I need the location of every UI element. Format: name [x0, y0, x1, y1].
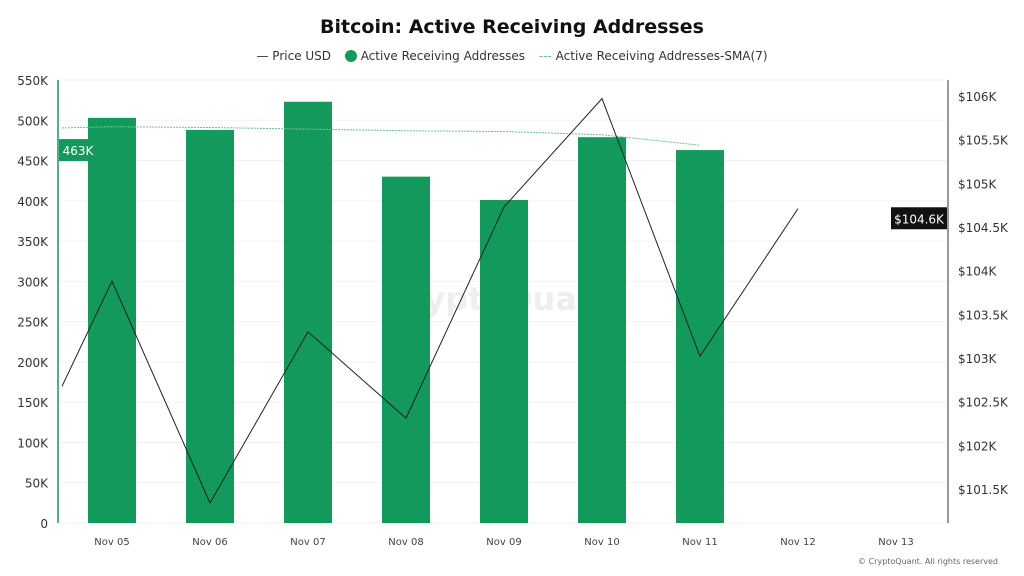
bar-nov-08: [382, 176, 430, 523]
credit: © CryptoQuant. All rights reserved: [858, 557, 998, 566]
left-value-marker-text: 463K: [63, 144, 95, 158]
left-tick-label: 0: [40, 517, 48, 531]
bar-nov-11: [676, 150, 724, 524]
bar-nov-05: [88, 117, 136, 524]
left-tick-label: 100K: [17, 436, 49, 450]
left-tick-label: 550K: [17, 74, 49, 88]
right-tick-label: $105K: [958, 177, 998, 191]
left-tick-label: 300K: [17, 275, 49, 289]
left-tick-label: 50K: [25, 477, 49, 491]
left-tick-label: 250K: [17, 316, 49, 330]
right-tick-label: $102.5K: [958, 396, 1009, 410]
right-tick-label: $103K: [958, 352, 998, 366]
x-tick-label: Nov 06: [192, 537, 227, 548]
chart-title: Bitcoin: Active Receiving Addresses: [320, 16, 704, 38]
left-tick-label: 150K: [17, 396, 49, 410]
right-tick-label: $103.5K: [958, 308, 1009, 322]
legend-price[interactable]: — Price USD: [256, 49, 332, 63]
x-tick-label: Nov 10: [584, 537, 619, 548]
legend: — Price USD Active Receiving Addresses -…: [0, 49, 1024, 63]
x-tick-label: Nov 11: [682, 537, 717, 548]
right-tick-label: $105.5K: [958, 134, 1009, 148]
x-tick-label: Nov 13: [878, 537, 913, 548]
right-value-marker-text: $104.6K: [894, 212, 945, 226]
sma-line: [62, 126, 701, 146]
legend-addresses[interactable]: Active Receiving Addresses: [344, 49, 525, 63]
x-tick-label: Nov 09: [486, 537, 521, 548]
right-value-marker: [891, 207, 947, 230]
x-tick-label: Nov 08: [388, 537, 423, 548]
left-value-marker: [59, 139, 97, 162]
bar-nov-06: [186, 129, 234, 524]
right-tick-label: $104K: [958, 265, 998, 279]
bar-nov-09: [480, 200, 528, 523]
x-tick-label: Nov 05: [94, 537, 129, 548]
right-tick-label: $106K: [958, 90, 998, 104]
bar-nov-07: [284, 101, 332, 523]
left-tick-label: 350K: [17, 235, 49, 249]
left-tick-label: 450K: [17, 155, 49, 169]
price-line: [62, 97, 799, 505]
left-tick-label: 500K: [17, 114, 49, 128]
x-tick-label: Nov 12: [780, 537, 815, 548]
left-tick-label: 200K: [17, 356, 49, 370]
legend-sma[interactable]: --- Active Receiving Addresses-SMA(7): [538, 49, 768, 63]
left-tick-label: 400K: [17, 195, 49, 209]
right-tick-label: $101.5K: [958, 483, 1009, 497]
right-tick-label: $104.5K: [958, 221, 1009, 235]
x-tick-label: Nov 07: [290, 537, 325, 548]
right-tick-label: $102K: [958, 439, 998, 453]
bar-nov-10: [578, 137, 626, 524]
